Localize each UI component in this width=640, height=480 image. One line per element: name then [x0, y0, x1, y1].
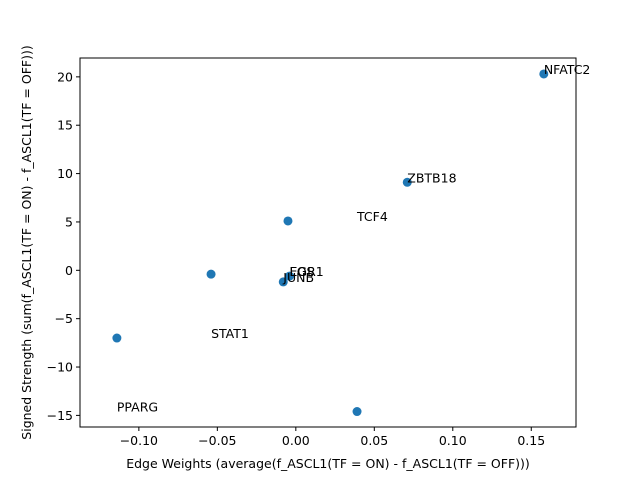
- scatter-point: [283, 216, 293, 226]
- y-axis-label: Signed Strength (sum(f_ASCL1(TF = ON) - …: [19, 45, 34, 439]
- point-annotation: JUNB: [282, 270, 314, 285]
- y-tick-label: −15: [47, 408, 73, 423]
- point-annotation: TCF4: [356, 209, 388, 224]
- scatter-point: [352, 407, 362, 417]
- x-tick-label: −0.05: [198, 433, 236, 448]
- x-axis: −0.10 −0.05 0.00 0.05 0.10 0.15: [120, 427, 545, 448]
- x-tick-label: 0.10: [439, 433, 467, 448]
- point-annotation: EGR1: [290, 264, 324, 279]
- y-tick-label: 20: [57, 69, 73, 84]
- scatter-point: [278, 277, 288, 287]
- x-tick-label: 0.05: [360, 433, 388, 448]
- point-annotation: PPARG: [117, 400, 158, 415]
- y-tick-label: 0: [65, 263, 73, 278]
- point-annotation: STAT1: [211, 326, 249, 341]
- scatter-point: [539, 69, 549, 79]
- y-tick-label: −10: [47, 360, 73, 375]
- y-axis: −15 −10 −5 0 5 10 15 20: [47, 69, 80, 423]
- x-tick-label: 0.00: [282, 433, 310, 448]
- y-tick-label: 10: [57, 166, 73, 181]
- scatter-point: [285, 271, 295, 281]
- x-tick-label: −0.10: [120, 433, 158, 448]
- point-annotation: ZBTB18: [407, 170, 456, 185]
- x-tick-label: 0.15: [517, 433, 545, 448]
- y-tick-label: 15: [57, 118, 73, 133]
- point-annotation: FOS: [290, 264, 315, 279]
- axes-frame: [79, 57, 577, 428]
- y-tick-label: −5: [55, 311, 73, 326]
- x-axis-label: Edge Weights (average(f_ASCL1(TF = ON) -…: [126, 456, 530, 471]
- scatter-point: [206, 269, 216, 279]
- scatter-point: [112, 333, 122, 343]
- point-annotation: NFATC2: [544, 62, 591, 77]
- y-tick-label: 5: [65, 214, 73, 229]
- scatter-point: [402, 177, 412, 187]
